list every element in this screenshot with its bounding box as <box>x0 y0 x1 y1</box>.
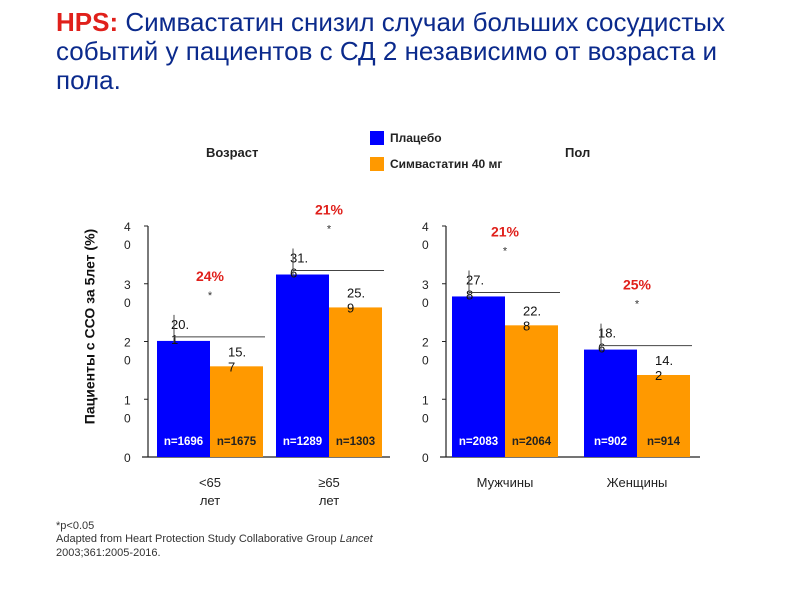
significance-marker: * <box>503 245 508 257</box>
risk-reduction-label: 21% <box>315 202 344 218</box>
n-label: n=1289 <box>283 436 322 448</box>
bar-placebo <box>157 340 210 457</box>
risk-reduction-label: 24% <box>196 268 225 284</box>
value-label: 22. 8 <box>523 303 541 333</box>
bar-simvastatin <box>637 374 690 457</box>
n-label: n=902 <box>594 436 627 448</box>
legend-label: Плацебо <box>390 131 442 145</box>
slide-title: HPS: Симвастатин снизил случаи больших с… <box>56 8 776 95</box>
source-ref: 2003;361:2005-2016. <box>56 547 161 559</box>
bar-simvastatin <box>505 325 558 457</box>
category-label: <65 лет <box>199 475 221 508</box>
value-label: 14. 2 <box>655 353 673 383</box>
y-tick-label: 0 <box>422 451 429 465</box>
risk-reduction-label: 25% <box>623 277 652 293</box>
footnote: *p<0.05 <box>56 520 95 532</box>
source-text: Adapted from Heart Protection Study Coll… <box>56 533 340 545</box>
value-label: 18. 6 <box>598 326 616 356</box>
source-journal: Lancet <box>339 533 373 545</box>
y-tick-label: 0 <box>124 451 131 465</box>
legend-simvastatin: Симвастатин 40 мг <box>370 157 502 171</box>
chart-title-age: Возраст <box>206 145 259 160</box>
legend-label: Симвастатин 40 мг <box>390 157 503 171</box>
significance-marker: * <box>208 290 213 302</box>
bar-placebo <box>584 349 637 457</box>
bar-placebo <box>276 274 329 457</box>
n-label: n=2083 <box>459 436 498 448</box>
bar-placebo <box>452 296 505 457</box>
source-citation: Adapted from Heart Protection Study Coll… <box>56 532 373 560</box>
title-prefix: HPS: <box>56 7 119 37</box>
bar-simvastatin <box>210 366 263 457</box>
value-label: 27. 8 <box>466 272 484 302</box>
category-label: ≥65 лет <box>318 475 340 508</box>
risk-reduction-label: 21% <box>491 223 520 239</box>
significance-marker: * <box>635 299 640 311</box>
category-label: Мужчины <box>477 475 534 490</box>
title-text: Симвастатин снизил случаи больших сосуди… <box>56 7 725 95</box>
significance-marker: * <box>327 224 332 236</box>
chart-title-sex: Пол <box>565 145 591 160</box>
n-label: n=1675 <box>217 436 257 448</box>
n-label: n=2064 <box>512 436 552 448</box>
bar-simvastatin <box>329 307 382 457</box>
legend-placebo: Плацебо <box>370 131 442 145</box>
n-label: n=1696 <box>164 436 203 448</box>
value-label: 20. 1 <box>171 317 189 347</box>
legend-swatch-simvastatin <box>370 157 384 171</box>
value-label: 15. 7 <box>228 344 246 374</box>
category-label: Женщины <box>607 475 668 490</box>
n-label: n=914 <box>647 436 681 448</box>
n-label: n=1303 <box>336 436 375 448</box>
value-label: 25. 9 <box>347 285 365 315</box>
value-label: 31. 6 <box>290 251 308 281</box>
legend-swatch-placebo <box>370 131 384 145</box>
